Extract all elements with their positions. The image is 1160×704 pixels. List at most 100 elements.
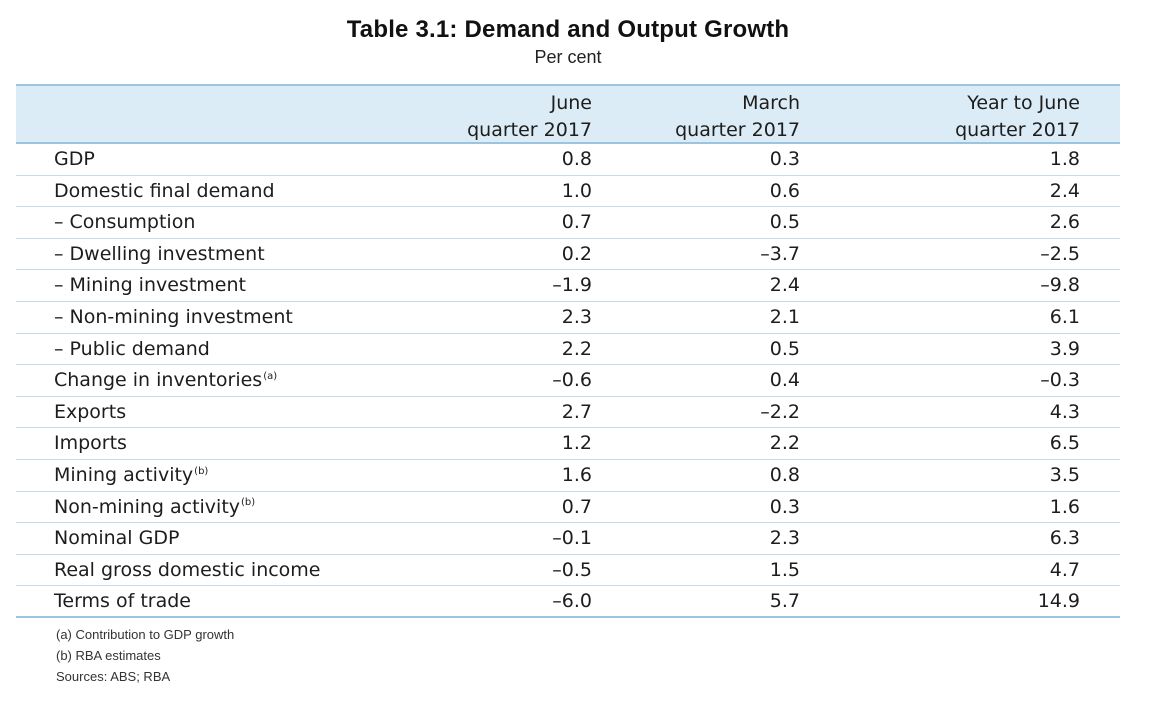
value-cell: 0.5 — [769, 211, 800, 234]
table-title: Table 3.1: Demand and Output Growth — [346, 16, 790, 43]
value-cell: 3.5 — [1049, 463, 1080, 486]
row-label: Terms of trade — [54, 586, 191, 616]
row-label: Mining activity(b) — [54, 460, 208, 490]
value-cell: –1.9 — [552, 274, 592, 297]
row-label: Real gross domestic income — [54, 555, 321, 585]
row-footnote-marker: (b) — [194, 465, 209, 477]
row-label-text: Nominal GDP — [54, 527, 180, 550]
value-cell: –0.6 — [552, 369, 592, 392]
row-label-text: – Non-mining investment — [54, 305, 293, 328]
row-label-text: – Mining investment — [54, 274, 246, 297]
row-label-text: Non-mining activity — [54, 495, 241, 518]
value-cell: 6.1 — [1049, 305, 1080, 328]
value-cell: 0.7 — [561, 495, 592, 518]
value-cell: 0.8 — [769, 463, 800, 486]
column-header-line: quarter 2017 — [675, 119, 800, 141]
value-cell: 1.0 — [561, 179, 592, 202]
value-cell: 0.3 — [769, 495, 800, 518]
column-header-line: June — [550, 92, 592, 114]
table-row: – Mining investment –1.9 2.4 –9.8 — [16, 270, 1120, 302]
value-cell: 2.6 — [1049, 211, 1080, 234]
value-cell: 0.4 — [769, 369, 800, 392]
value-cell: –3.7 — [760, 242, 800, 265]
table-row: – Public demand 2.2 0.5 3.9 — [16, 334, 1120, 366]
column-header-line: Year to June — [967, 92, 1080, 114]
value-cell: 1.6 — [561, 463, 592, 486]
table-row: Exports 2.7 –2.2 4.3 — [16, 397, 1120, 429]
row-label-text: Domestic final demand — [54, 179, 275, 202]
value-cell: 1.6 — [1049, 495, 1080, 518]
value-cell: –2.5 — [1040, 242, 1080, 265]
value-cell: 0.8 — [561, 148, 592, 170]
value-cell: –2.2 — [760, 400, 800, 423]
value-cell: –0.3 — [1040, 369, 1080, 392]
value-cell: –0.5 — [552, 558, 592, 581]
row-label-text: Imports — [54, 432, 127, 455]
value-cell: 0.6 — [769, 179, 800, 202]
table-header: June quarter 2017 March quarter 2017 Yea… — [16, 84, 1120, 144]
value-cell: 0.3 — [769, 148, 800, 170]
row-label-text: Change in inventories — [54, 369, 263, 392]
value-cell: 6.5 — [1049, 432, 1080, 455]
row-footnote-marker: (b) — [241, 497, 256, 509]
value-cell: 2.3 — [561, 305, 592, 328]
column-header-june-quarter: June quarter 2017 — [467, 90, 592, 144]
table-row: Mining activity(b) 1.6 0.8 3.5 — [16, 460, 1120, 492]
table-row: Domestic final demand 1.0 0.6 2.4 — [16, 176, 1120, 208]
footnote-b: (b) RBA estimates — [56, 648, 161, 663]
value-cell: 2.2 — [561, 337, 592, 360]
row-label: – Public demand — [54, 334, 210, 364]
row-label: Imports — [54, 428, 127, 458]
row-label-text: – Public demand — [54, 337, 210, 360]
value-cell: –0.1 — [552, 527, 592, 550]
table-row: Non-mining activity(b) 0.7 0.3 1.6 — [16, 492, 1120, 524]
value-cell: 2.2 — [769, 432, 800, 455]
sources-note: Sources: ABS; RBA — [56, 669, 171, 684]
row-label-text: Real gross domestic income — [54, 558, 321, 581]
row-label: Exports — [54, 397, 126, 427]
column-header-year-to-june: Year to June quarter 2017 — [955, 90, 1080, 144]
value-cell: 2.3 — [769, 527, 800, 550]
table-row: Imports 1.2 2.2 6.5 — [16, 428, 1120, 460]
table-row: Change in inventories(a) –0.6 0.4 –0.3 — [16, 365, 1120, 397]
value-cell: 0.7 — [561, 211, 592, 234]
table-row: Terms of trade –6.0 5.7 14.9 — [16, 586, 1120, 618]
value-cell: 2.4 — [1049, 179, 1080, 202]
row-label-text: – Dwelling investment — [54, 242, 265, 265]
value-cell: –9.8 — [1040, 274, 1080, 297]
table-row: – Dwelling investment 0.2 –3.7 –2.5 — [16, 239, 1120, 271]
column-header-line: quarter 2017 — [467, 119, 592, 141]
table-row: GDP 0.8 0.3 1.8 — [16, 144, 1120, 176]
row-label-text: GDP — [54, 148, 95, 170]
row-label: – Dwelling investment — [54, 239, 265, 269]
value-cell: 2.7 — [561, 400, 592, 423]
row-label: – Mining investment — [54, 270, 246, 300]
value-cell: 4.3 — [1049, 400, 1080, 423]
value-cell: 0.5 — [769, 337, 800, 360]
table-row: Nominal GDP –0.1 2.3 6.3 — [16, 523, 1120, 555]
row-label: GDP — [54, 144, 95, 174]
table-subtitle: Per cent — [534, 47, 602, 67]
row-footnote-marker: (a) — [263, 370, 278, 382]
value-cell: 6.3 — [1049, 527, 1080, 550]
row-label: Nominal GDP — [54, 523, 179, 553]
table-row: – Consumption 0.7 0.5 2.6 — [16, 207, 1120, 239]
value-cell: 1.8 — [1049, 148, 1080, 170]
column-header-line: March — [742, 92, 800, 114]
row-label: – Non-mining investment — [54, 302, 293, 332]
value-cell: 3.9 — [1049, 337, 1080, 360]
row-label-text: Mining activity — [54, 463, 194, 486]
row-label: Change in inventories(a) — [54, 365, 277, 395]
row-label: Domestic final demand — [54, 176, 275, 206]
table-row: – Non-mining investment 2.3 2.1 6.1 — [16, 302, 1120, 334]
value-cell: 2.4 — [769, 274, 800, 297]
row-label: Non-mining activity(b) — [54, 492, 255, 522]
table-body: GDP 0.8 0.3 1.8 Domestic final demand 1.0 0.6 2… — [16, 144, 1120, 618]
row-label-text: Exports — [54, 400, 127, 423]
value-cell: 2.1 — [769, 305, 800, 328]
value-cell: 1.2 — [561, 432, 592, 455]
column-header-line: quarter 2017 — [955, 119, 1080, 141]
value-cell: –6.0 — [552, 590, 592, 613]
value-cell: 1.5 — [769, 558, 800, 581]
column-header-march-quarter: March quarter 2017 — [675, 90, 800, 144]
